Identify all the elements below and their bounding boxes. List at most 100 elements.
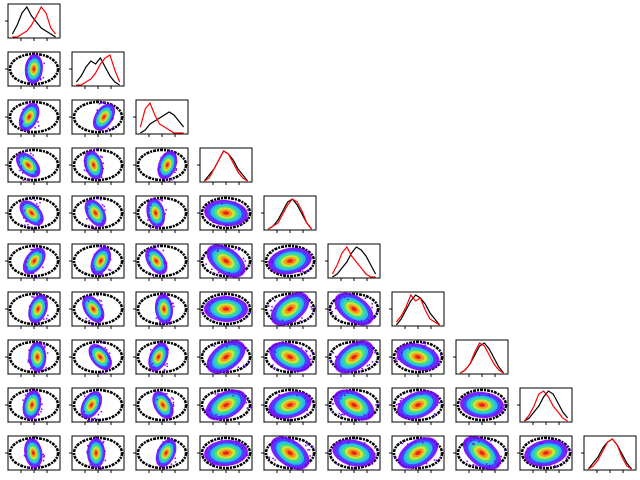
scatter-pixel [435,444,437,447]
scatter-pixel [209,408,211,411]
scatter-pixel [354,438,357,440]
density-level [286,259,294,263]
scatter-pixel [237,249,240,251]
scatter-pixel [227,249,229,252]
contour [136,244,188,278]
scatter-pixel [217,392,219,395]
scatter-pixel [371,463,373,465]
scatter-pixel [21,122,23,124]
histogram-line [12,5,57,38]
scatter-pixel [102,167,104,170]
scatter-pixel [270,408,272,411]
scatter-pixel [33,276,36,278]
scatter-pixel [87,152,89,155]
scatter-pixel [366,344,368,346]
scatter-pixel [170,463,173,465]
scatter-pixel [21,172,24,174]
histogram-line [588,438,632,470]
scatter-pixel [156,303,159,305]
scatter-pixel [371,306,373,309]
scatter-pixel [299,271,302,273]
scatter-pixel [110,360,112,362]
scatter-pixel [101,273,103,275]
density [72,292,124,326]
scatter-pixel [165,347,167,350]
scatter-pixel [472,443,474,445]
scatter-pixel [211,268,213,270]
scatter-pixel [241,207,243,210]
density-level [223,258,229,264]
scatter-pixel [435,459,438,462]
scatter-pixel [356,343,358,345]
scatter-pixel [147,219,149,221]
scatter-pixel [538,463,541,465]
density-panel [261,243,317,281]
density-panel [197,435,253,473]
scatter-pixel [274,459,276,461]
scatter-pixel [241,447,243,450]
scatter-pixel [90,322,92,324]
scatter-pixel [161,297,163,299]
scatter-pixel [29,101,32,104]
scatter-pixel [312,446,314,448]
scatter-pixel [166,365,168,368]
scatter-pixel [31,248,33,251]
scatter-pixel [237,247,240,250]
scatter-pixel [434,413,436,416]
scatter-pixel [30,393,32,395]
scatter-pixel [103,453,106,455]
scatter-pixel [159,273,162,275]
scatter-pixel [332,411,334,414]
scatter-pixel [358,371,360,374]
scatter-pixel [346,462,349,465]
scatter-pixel [147,205,150,207]
scatter-pixel [40,218,42,221]
histogram-line [268,198,313,230]
density-level [222,211,230,215]
density-panel [325,339,381,377]
scatter-pixel [475,465,477,467]
scatter-pixel [101,222,103,225]
scatter-pixel [34,199,36,202]
scatter-pixel [227,371,229,374]
scatter-pixel [35,292,37,294]
density [328,292,380,326]
scatter-pixel [211,301,214,303]
scatter-pixel [39,77,42,80]
contour [200,340,252,374]
scatter-pixel [213,272,215,274]
contour [8,436,60,470]
contour [392,340,444,374]
scatter-pixel [37,80,39,82]
scatter-pixel [228,272,230,274]
scatter-pixel [274,351,277,353]
scatter-pixel [504,449,506,451]
scatter-pixel [306,442,308,444]
scatter-pixel [84,395,86,397]
scatter-pixel [170,409,172,412]
scatter-pixel [208,219,211,221]
scatter-pixel [308,399,311,402]
scatter-pixel [26,73,28,75]
scatter-pixel [217,248,219,251]
scatter-pixel [26,65,28,67]
scatter-pixel [203,255,206,258]
histogram-panel [581,435,637,473]
contour [264,340,316,374]
scatter-pixel [102,440,105,443]
scatter-pixel [268,457,270,459]
scatter-pixel [88,217,90,219]
scatter-pixel [25,455,27,457]
scatter-pixel [307,318,309,320]
scatter-pixel [216,394,219,396]
scatter-pixel [215,462,218,464]
density [8,388,60,422]
density-panel [197,291,253,329]
scatter-pixel [85,317,88,320]
scatter-pixel [105,130,108,133]
histogram-panel [69,51,125,89]
scatter-pixel [25,450,28,452]
scatter-pixel [45,367,47,369]
scatter-pixel [396,360,398,363]
scatter-pixel [498,399,501,402]
